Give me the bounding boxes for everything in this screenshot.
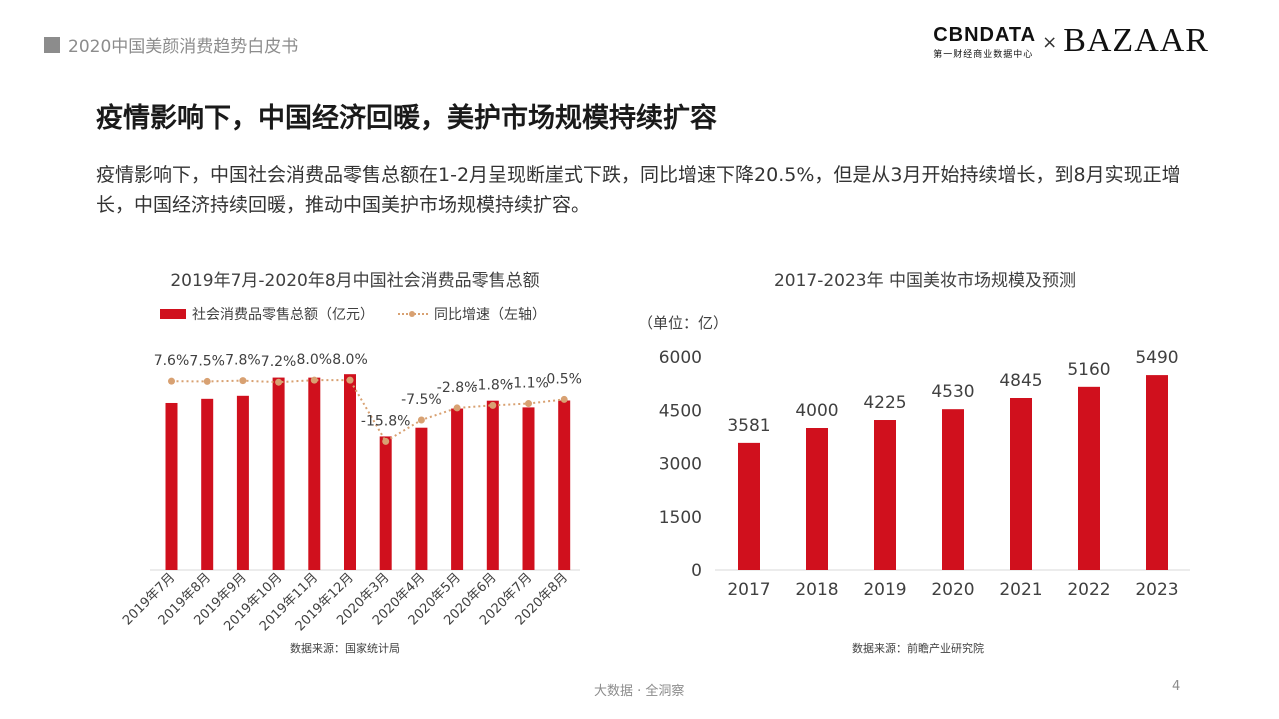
growth-rate-point [560,395,568,403]
growth-rate-data-label: -1.1% [508,376,549,392]
right-chart-x-tick-label: 2021 [999,580,1042,600]
retail-sales-bar [451,408,464,570]
growth-rate-point [239,377,247,385]
right-chart-y-tick-label: 4500 [659,401,702,421]
growth-rate-data-label: -2.8% [437,380,478,396]
legend-line-swatch [398,309,428,319]
growth-rate-point [346,376,354,384]
right-chart-x-tick-label: 2019 [863,580,906,600]
market-size-bar [874,420,896,570]
report-title: 2020中国美颜消费趋势白皮书 [68,37,299,57]
retail-sales-bar [415,427,428,570]
market-size-data-label: 4000 [795,401,838,421]
growth-rate-point [168,377,175,385]
right-chart-unit: （单位：亿） [638,314,729,332]
market-size-data-label: 4530 [931,382,974,402]
page-number: 4 [1172,679,1181,694]
right-chart-x-tick-label: 2018 [795,580,838,600]
right-chart-y-tick-label: 0 [691,561,702,581]
right-chart-x-tick-label: 2023 [1135,580,1178,600]
right-chart-y-tick-label: 3000 [659,455,702,475]
growth-rate-data-label: -7.5% [401,392,442,408]
retail-sales-bar [522,407,535,570]
page-subtitle: 疫情影响下，中国社会消费品零售总额在1-2月呈现断崖式下跌，同比增速下降20.5… [96,164,1181,216]
growth-rate-data-label: -15.8% [361,413,411,429]
growth-rate-point [310,376,318,384]
market-size-data-label: 4225 [863,393,906,413]
retail-sales-bar [308,377,321,570]
legend-bar-label: 社会消费品零售总额（亿元） [192,307,374,323]
growth-rate-data-label: 8.0% [297,352,333,368]
right-chart-source: 数据来源：前瞻产业研究院 [852,642,984,655]
cbndata-logo: CBNDATA 第一财经商业数据中心 [933,24,1036,60]
footer-slogan: 大数据 · 全洞察 [594,684,685,699]
growth-rate-point [382,437,390,445]
market-size-data-label: 4845 [999,371,1042,391]
bazaar-logo: BAZAAR [1063,22,1209,59]
right-chart-x-tick-label: 2017 [727,580,770,600]
retail-sales-bar [344,374,356,570]
cbndata-logo-subtext: 第一财经商业数据中心 [933,50,1034,60]
page-title: 疫情影响下，中国经济回暖，美护市场规模持续扩容 [96,103,717,134]
growth-rate-data-label: -1.8% [472,377,513,393]
left-chart-legend: 社会消费品零售总额（亿元） 同比增速（左轴） [160,304,546,324]
market-size-data-label: 3581 [727,416,770,436]
tag-square-icon [44,36,60,53]
growth-rate-data-label: 8.0% [332,352,368,368]
growth-rate-data-label: 7.2% [261,354,297,370]
legend-bar-swatch [160,309,186,319]
right-chart-y-tick-label: 1500 [659,508,702,528]
growth-rate-data-label: 7.6% [154,353,190,369]
growth-rate-point [489,401,497,409]
growth-rate-point [275,378,283,386]
retail-sales-bar [165,402,178,570]
market-size-bar [738,442,760,570]
left-chart-title: 2019年7月-2020年8月中国社会消费品零售总额 [170,271,540,291]
market-size-bar [806,428,828,570]
growth-rate-point [525,400,532,408]
market-size-bar [1010,398,1032,570]
growth-rate-point [203,377,211,385]
retail-sales-bar [486,400,499,570]
retail-sales-bar [558,400,571,570]
market-size-bar [1146,375,1168,570]
legend-line-label: 同比增速（左轴） [434,307,546,323]
logo-group: CBNDATA 第一财经商业数据中心 × BAZAAR [933,22,1209,61]
growth-rate-data-label: 7.8% [225,353,261,369]
growth-rate-point [453,404,461,412]
logo-separator: × [1042,32,1058,53]
right-chart-title: 2017-2023年 中国美妆市场规模及预测 [773,271,1077,291]
market-size-bar [1078,386,1100,570]
right-chart-y-tick-label: 6000 [659,348,702,368]
growth-rate-data-label: 7.5% [189,353,225,369]
right-chart-x-tick-label: 2020 [931,580,974,600]
right-chart-x-tick-label: 2022 [1067,580,1110,600]
growth-rate-data-label: 0.5% [546,371,582,387]
market-size-data-label: 5490 [1135,348,1178,368]
cbndata-logo-text: CBNDATA [933,24,1037,46]
retail-sales-bar [236,395,249,570]
growth-rate-point [417,416,425,424]
market-size-data-label: 5160 [1067,360,1110,380]
growth-rate-line [171,379,565,443]
retail-sales-bar [379,436,392,570]
retail-sales-bar [272,377,285,570]
market-size-bar [942,409,964,570]
report-tag: 2020中国美颜消费趋势白皮书 [44,32,298,57]
left-chart-source: 数据来源：国家统计局 [290,642,400,655]
retail-sales-bar [201,398,214,570]
